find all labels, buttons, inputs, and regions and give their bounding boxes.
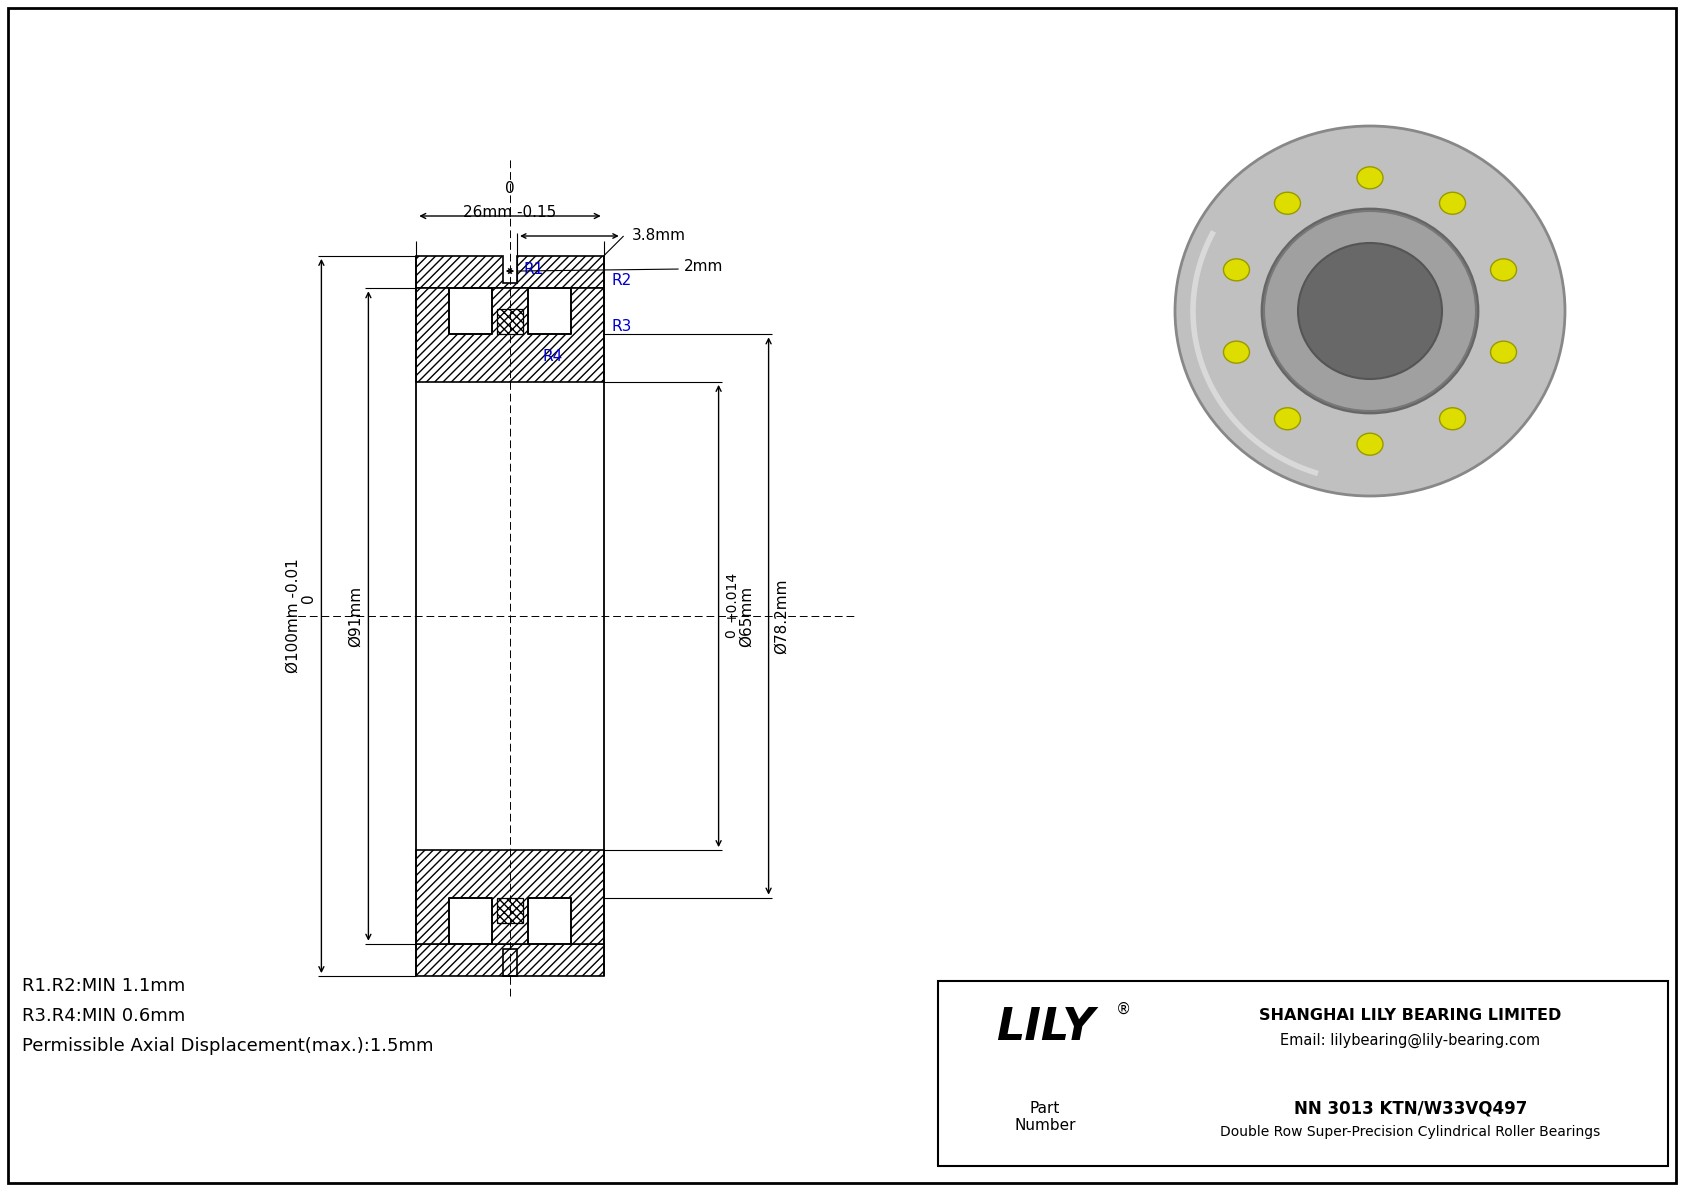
Text: Ø91mm: Ø91mm bbox=[349, 586, 362, 647]
Text: R4: R4 bbox=[542, 349, 562, 364]
Ellipse shape bbox=[1298, 243, 1442, 379]
Ellipse shape bbox=[1357, 434, 1383, 455]
Ellipse shape bbox=[1490, 258, 1517, 281]
Polygon shape bbox=[416, 850, 603, 943]
Text: Permissible Axial Displacement(max.):1.5mm: Permissible Axial Displacement(max.):1.5… bbox=[22, 1037, 433, 1055]
Polygon shape bbox=[416, 256, 603, 288]
Ellipse shape bbox=[1490, 341, 1517, 363]
Bar bbox=[450, 288, 492, 335]
Text: 0: 0 bbox=[301, 593, 317, 603]
Bar bbox=[529, 288, 571, 335]
Text: R1: R1 bbox=[524, 262, 544, 278]
Bar bbox=[450, 898, 492, 943]
Text: Email: lilybearing@lily-bearing.com: Email: lilybearing@lily-bearing.com bbox=[1280, 1033, 1541, 1048]
Polygon shape bbox=[497, 898, 524, 923]
Text: Ø78.2mm: Ø78.2mm bbox=[775, 579, 790, 654]
Text: 26mm -0.15: 26mm -0.15 bbox=[463, 205, 557, 220]
Text: R1.R2:MIN 1.1mm: R1.R2:MIN 1.1mm bbox=[22, 977, 185, 994]
Text: Double Row Super-Precision Cylindrical Roller Bearings: Double Row Super-Precision Cylindrical R… bbox=[1221, 1125, 1600, 1139]
Text: 0: 0 bbox=[505, 181, 515, 197]
Ellipse shape bbox=[1298, 243, 1442, 379]
Polygon shape bbox=[416, 288, 603, 382]
Ellipse shape bbox=[1175, 126, 1564, 495]
Polygon shape bbox=[416, 943, 603, 975]
Text: R2: R2 bbox=[611, 273, 632, 288]
Text: +0.014: +0.014 bbox=[724, 570, 739, 622]
Ellipse shape bbox=[1261, 208, 1479, 413]
Text: LILY: LILY bbox=[995, 1005, 1095, 1049]
Bar bbox=[529, 898, 571, 943]
Bar bbox=[938, 981, 1667, 1166]
Text: SHANGHAI LILY BEARING LIMITED: SHANGHAI LILY BEARING LIMITED bbox=[1260, 1008, 1561, 1023]
Ellipse shape bbox=[1440, 407, 1465, 430]
Bar bbox=[450, 335, 571, 898]
Text: 0: 0 bbox=[724, 630, 739, 638]
Text: ®: ® bbox=[1115, 1002, 1130, 1017]
Ellipse shape bbox=[1275, 192, 1300, 214]
Polygon shape bbox=[497, 310, 524, 335]
Ellipse shape bbox=[1440, 192, 1465, 214]
Ellipse shape bbox=[1224, 341, 1250, 363]
Ellipse shape bbox=[1275, 407, 1300, 430]
Text: R3: R3 bbox=[611, 319, 632, 333]
Text: R3.R4:MIN 0.6mm: R3.R4:MIN 0.6mm bbox=[22, 1008, 185, 1025]
Text: Ø100mm -0.01: Ø100mm -0.01 bbox=[286, 559, 301, 673]
Text: 2mm: 2mm bbox=[684, 258, 722, 274]
Ellipse shape bbox=[1357, 167, 1383, 189]
Text: Part
Number: Part Number bbox=[1014, 1100, 1076, 1133]
Ellipse shape bbox=[1224, 258, 1250, 281]
Text: NN 3013 KTN/W33VQ497: NN 3013 KTN/W33VQ497 bbox=[1293, 1099, 1527, 1117]
Text: Ø65mm: Ø65mm bbox=[739, 586, 754, 647]
Ellipse shape bbox=[1265, 211, 1475, 411]
Text: 3.8mm: 3.8mm bbox=[632, 229, 685, 243]
